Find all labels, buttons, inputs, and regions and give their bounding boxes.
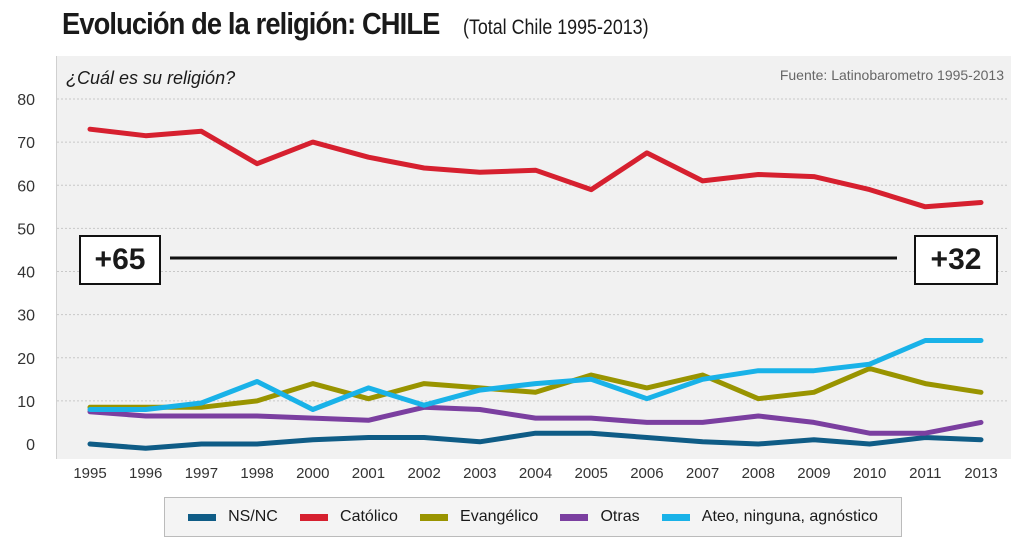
- chart-title-row: Evolución de la religión: CHILE (Total C…: [62, 6, 682, 42]
- x-tick-label: 2001: [352, 465, 385, 482]
- x-tick-label: 2000: [296, 465, 329, 482]
- legend-label: Ateo, ninguna, agnóstico: [701, 508, 878, 525]
- legend-item: NS/NC: [188, 508, 278, 526]
- series-line-4: [87, 338, 984, 412]
- legend-item: Católico: [300, 508, 398, 526]
- x-tick-label: 2007: [686, 465, 719, 482]
- legend-label: Evangélico: [460, 508, 539, 525]
- series-line-0: [87, 430, 984, 451]
- x-tick-label: 2005: [575, 465, 608, 482]
- chart-subtitle: (Total Chile 1995-2013): [463, 16, 649, 39]
- series-line-3: [87, 404, 984, 436]
- note-box-start: +65: [79, 235, 161, 285]
- chart-legend: NS/NC Católico Evangélico Otras Ateo, ningun…: [164, 497, 902, 537]
- y-tick-label: 50: [17, 221, 35, 238]
- x-tick-label: 2009: [797, 465, 830, 482]
- legend-swatch: [661, 513, 690, 521]
- legend-label: NS/NC: [228, 508, 278, 525]
- y-tick-label: 80: [17, 92, 35, 109]
- x-tick-label: 2002: [407, 465, 440, 482]
- x-tick-label: 2008: [742, 465, 775, 482]
- y-tick-label: 40: [17, 265, 35, 282]
- legend-item: Evangélico: [420, 508, 538, 526]
- y-tick-label: 20: [17, 351, 35, 368]
- x-tick-label: 1998: [240, 465, 273, 482]
- survey-question: ¿Cuál es su religión?: [66, 68, 236, 88]
- y-tick-label: 10: [17, 394, 35, 411]
- x-tick-label: 2011: [909, 465, 941, 482]
- legend-swatch: [560, 513, 589, 521]
- y-tick-label: 30: [17, 308, 35, 325]
- x-tick-label: 1995: [73, 465, 106, 482]
- chart-title: Evolución de la religión: CHILE: [62, 6, 440, 41]
- x-tick-label: 2004: [519, 465, 552, 482]
- source-note: Fuente: Latinobarometro 1995-2013: [779, 67, 1004, 83]
- legend-label: Otras: [600, 508, 640, 525]
- x-tick-label: 1997: [185, 465, 218, 482]
- series-line-2: [87, 366, 984, 410]
- legend-label: Católico: [340, 508, 398, 525]
- note-box-end: +32: [914, 235, 998, 285]
- y-tick-label: 0: [26, 437, 35, 454]
- x-tick-label: 2010: [853, 465, 886, 482]
- series-line-1: [87, 126, 984, 210]
- x-tick-label: 2013: [964, 465, 997, 482]
- legend-item: Otras: [560, 508, 640, 526]
- x-tick-label: 1996: [129, 465, 162, 482]
- legend-swatch: [188, 513, 217, 521]
- legend-item: Ateo, ninguna, agnóstico: [661, 508, 878, 526]
- x-tick-label: 2003: [463, 465, 496, 482]
- legend-swatch: [420, 513, 449, 521]
- legend-swatch: [300, 513, 329, 521]
- x-tick-label: 2006: [630, 465, 663, 482]
- y-tick-label: 70: [17, 135, 35, 152]
- y-tick-label: 60: [17, 178, 35, 195]
